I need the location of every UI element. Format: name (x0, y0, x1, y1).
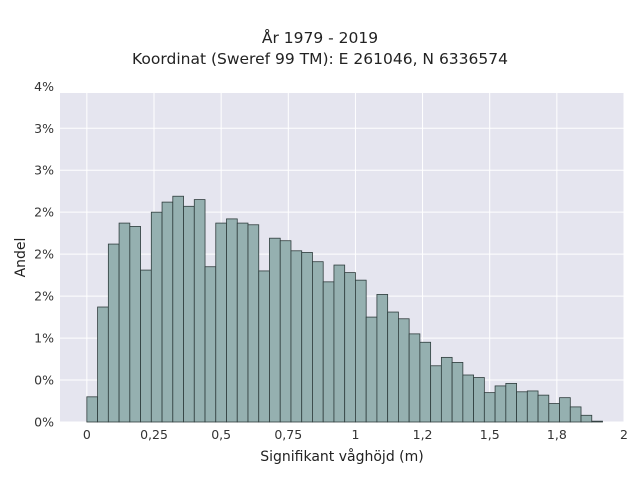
histogram-bar (150, 211, 163, 423)
x-tick-label: 2 (620, 427, 628, 442)
x-tick-label: 1,5 (480, 427, 500, 442)
x-tick-label: 0,25 (140, 427, 168, 442)
histogram-bar (483, 392, 496, 423)
histogram-bar (312, 261, 324, 423)
x-tick-label: 1,8 (547, 427, 567, 442)
histogram-bar (397, 318, 410, 423)
histogram-bar (419, 341, 432, 423)
y-tick-label: 2% (34, 289, 54, 304)
histogram-bar (408, 333, 421, 423)
histogram-bar (204, 266, 217, 423)
y-tick-label: 2% (34, 205, 54, 220)
histogram-bar (473, 377, 485, 423)
x-tick-label: 1 (351, 427, 359, 442)
histogram-bar (161, 201, 174, 423)
y-tick-label: 3% (34, 163, 54, 178)
histogram-bar (172, 195, 184, 423)
histogram-bar (258, 270, 270, 423)
y-tick-label: 3% (34, 121, 54, 136)
histogram-bar (279, 240, 292, 423)
histogram-bar (526, 390, 539, 423)
histogram-bar (247, 224, 260, 423)
y-tick-label: 0% (34, 373, 54, 388)
histogram-bar (322, 281, 335, 423)
histogram-bar (580, 414, 593, 423)
histogram-bar (494, 385, 507, 423)
y-tick-label: 1% (34, 331, 54, 346)
histogram-bar (118, 222, 131, 423)
histogram-bar (107, 243, 120, 423)
y-tick-label: 4% (34, 79, 54, 94)
histogram-bar (290, 250, 303, 423)
histogram-bar (129, 226, 141, 423)
histogram-bar (86, 396, 98, 423)
chart-subtitle: Koordinat (Sweref 99 TM): E 261046, N 63… (132, 50, 508, 68)
histogram-bar (344, 272, 356, 423)
histogram-bar (430, 365, 442, 423)
y-tick-label: 0% (34, 415, 54, 430)
histogram-bar (569, 406, 582, 423)
histogram-bar (183, 205, 195, 423)
histogram-bar (505, 382, 517, 423)
histogram-bar (516, 391, 528, 423)
histogram-bar (301, 252, 313, 423)
histogram-bar (97, 306, 109, 423)
histogram-bar (537, 394, 550, 423)
histogram-bar (591, 420, 603, 423)
histogram-bar (376, 294, 389, 423)
histogram-bar (140, 269, 152, 423)
histogram-bar (559, 397, 571, 423)
histogram-bar (236, 222, 249, 423)
chart-title: År 1979 - 2019 (261, 29, 379, 47)
histogram-bar (333, 264, 346, 423)
x-tick-label: 0,5 (211, 427, 231, 442)
x-axis-label: Signifikant våghöjd (m) (260, 448, 423, 465)
histogram-bar (387, 311, 399, 423)
histogram-bar (215, 222, 227, 423)
histogram-bar (226, 218, 238, 423)
x-tick-label: 0 (83, 427, 91, 442)
histogram-bar (548, 403, 560, 423)
x-tick-label: 1,2 (413, 427, 433, 442)
histogram-bar (451, 362, 464, 423)
histogram-bar (193, 199, 206, 423)
y-axis-label: Andel (13, 238, 29, 278)
histogram-bar (440, 356, 453, 423)
histogram-bar (355, 279, 367, 423)
x-tick-label: 0,75 (274, 427, 302, 442)
histogram-bar (365, 316, 378, 423)
histogram-bar (462, 374, 475, 423)
histogram-bar (269, 237, 281, 423)
y-tick-label: 2% (34, 247, 54, 262)
